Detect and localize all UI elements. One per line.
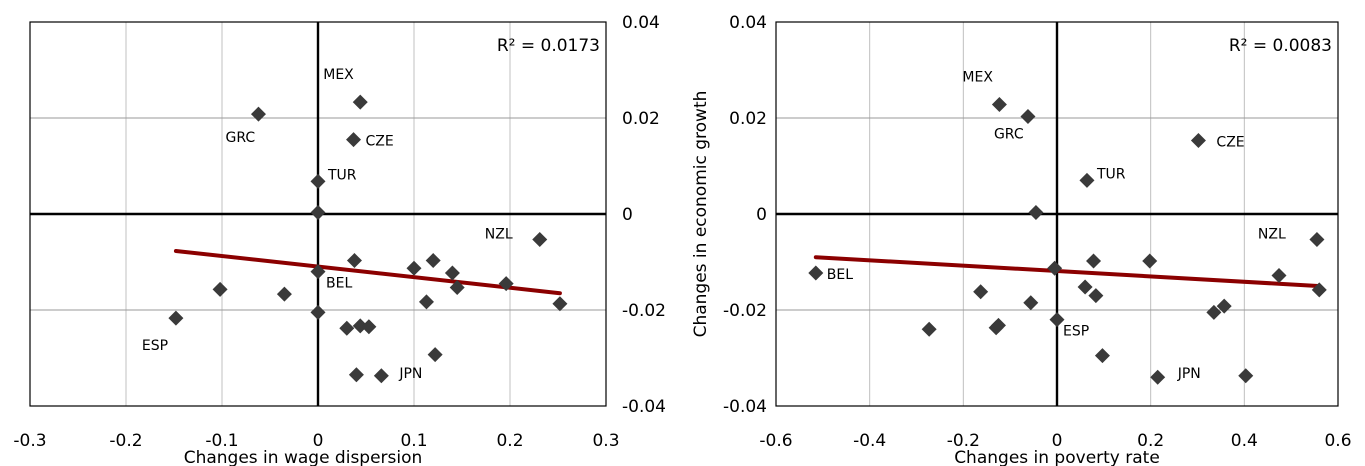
right-scatter-panel: -0.6 -0.4 -0.2 0 0.2 0.4 0.60.040.020-0.02-0.0…	[691, 13, 1352, 466]
data-point-marker	[1238, 368, 1253, 383]
y-tick-label: 0.04	[729, 13, 767, 33]
y-tick-label: 0.02	[622, 109, 660, 129]
data-point-marker	[426, 253, 441, 268]
data-point-marker	[1086, 254, 1101, 269]
data-point-marker	[1095, 348, 1110, 363]
x-tick-label: -0.2	[109, 431, 142, 451]
data-point-marker	[374, 368, 389, 383]
x-tick-label: 0.3	[592, 431, 619, 451]
data-point-label: JPN	[398, 366, 422, 382]
data-point-marker	[808, 266, 823, 281]
data-point-marker	[532, 232, 547, 247]
data-point-marker	[1142, 254, 1157, 269]
r-squared-label: R² = 0.0083	[1229, 36, 1332, 56]
data-point-label: JPN	[1177, 366, 1201, 382]
data-point-marker	[339, 321, 354, 336]
data-point-marker	[407, 261, 422, 276]
x-axis-label: Changes in wage dispersion	[184, 448, 423, 466]
data-point-label: NZL	[485, 226, 513, 242]
y-tick-label: 0	[622, 205, 633, 225]
data-point-marker	[552, 296, 567, 311]
data-point-marker	[277, 287, 292, 302]
y-tick-label: -0.04	[622, 397, 666, 417]
data-point-label: MEX	[962, 70, 993, 86]
y-tick-label: 0	[756, 205, 767, 225]
x-tick-label: -0.4	[853, 431, 886, 451]
data-point-marker	[1150, 370, 1165, 385]
y-tick-label: 0.02	[729, 109, 767, 129]
data-point-marker	[992, 97, 1007, 112]
data-point-label: BEL	[326, 276, 352, 292]
data-point-label: ESP	[1063, 324, 1089, 340]
data-point-marker	[1309, 232, 1324, 247]
data-point-marker	[922, 322, 937, 337]
data-point-label: GRC	[225, 130, 255, 146]
y-axis-label: Changes in economic growth	[691, 91, 711, 338]
data-point-marker	[1028, 205, 1043, 220]
data-point-label: ESP	[142, 338, 168, 354]
y-tick-label: -0.02	[622, 301, 666, 321]
x-tick-label: 0.6	[1324, 431, 1351, 451]
x-tick-label: 0.4	[1231, 431, 1258, 451]
data-point-marker	[1020, 109, 1035, 124]
data-point-marker	[311, 305, 326, 320]
data-point-marker	[1023, 295, 1038, 310]
data-point-label: NZL	[1258, 226, 1286, 242]
data-point-label: CZE	[366, 134, 394, 150]
data-point-marker	[311, 174, 326, 189]
data-point-marker	[428, 347, 443, 362]
data-point-marker	[973, 284, 988, 299]
data-point-marker	[1079, 173, 1094, 188]
data-point-marker	[213, 282, 228, 297]
left-scatter-panel: -0.3 -0.2 -0.1 0 0.1 0.2 0.30.040.020-0.02-0.0…	[13, 13, 666, 466]
data-point-marker	[1271, 268, 1286, 283]
data-point-marker	[1078, 279, 1093, 294]
y-tick-label: 0.04	[622, 13, 660, 33]
y-tick-label: -0.04	[723, 397, 767, 417]
trendline	[816, 257, 1318, 286]
data-point-marker	[445, 266, 460, 281]
data-point-marker	[349, 367, 364, 382]
x-tick-label: 0.2	[496, 431, 523, 451]
x-tick-label: -0.3	[13, 431, 46, 451]
data-point-marker	[311, 205, 326, 220]
data-point-label: TUR	[1096, 166, 1126, 182]
data-point-label: CZE	[1216, 135, 1244, 151]
x-tick-label: -0.6	[759, 431, 792, 451]
data-point-marker	[1191, 133, 1206, 148]
data-point-marker	[361, 319, 376, 334]
data-point-marker	[346, 132, 361, 147]
data-point-marker	[419, 294, 434, 309]
data-point-label: BEL	[827, 267, 853, 283]
y-tick-label: -0.02	[723, 301, 767, 321]
data-point-marker	[168, 311, 183, 326]
data-point-marker	[1088, 288, 1103, 303]
r-squared-label: R² = 0.0173	[497, 36, 600, 56]
x-axis-label: Changes in poverty rate	[954, 448, 1160, 466]
data-point-label: GRC	[994, 127, 1024, 143]
data-point-marker	[1047, 261, 1062, 276]
data-point-label: MEX	[323, 67, 354, 83]
data-point-label: TUR	[327, 167, 357, 183]
data-point-marker	[347, 253, 362, 268]
data-point-marker	[251, 107, 266, 122]
data-point-marker	[353, 95, 368, 110]
